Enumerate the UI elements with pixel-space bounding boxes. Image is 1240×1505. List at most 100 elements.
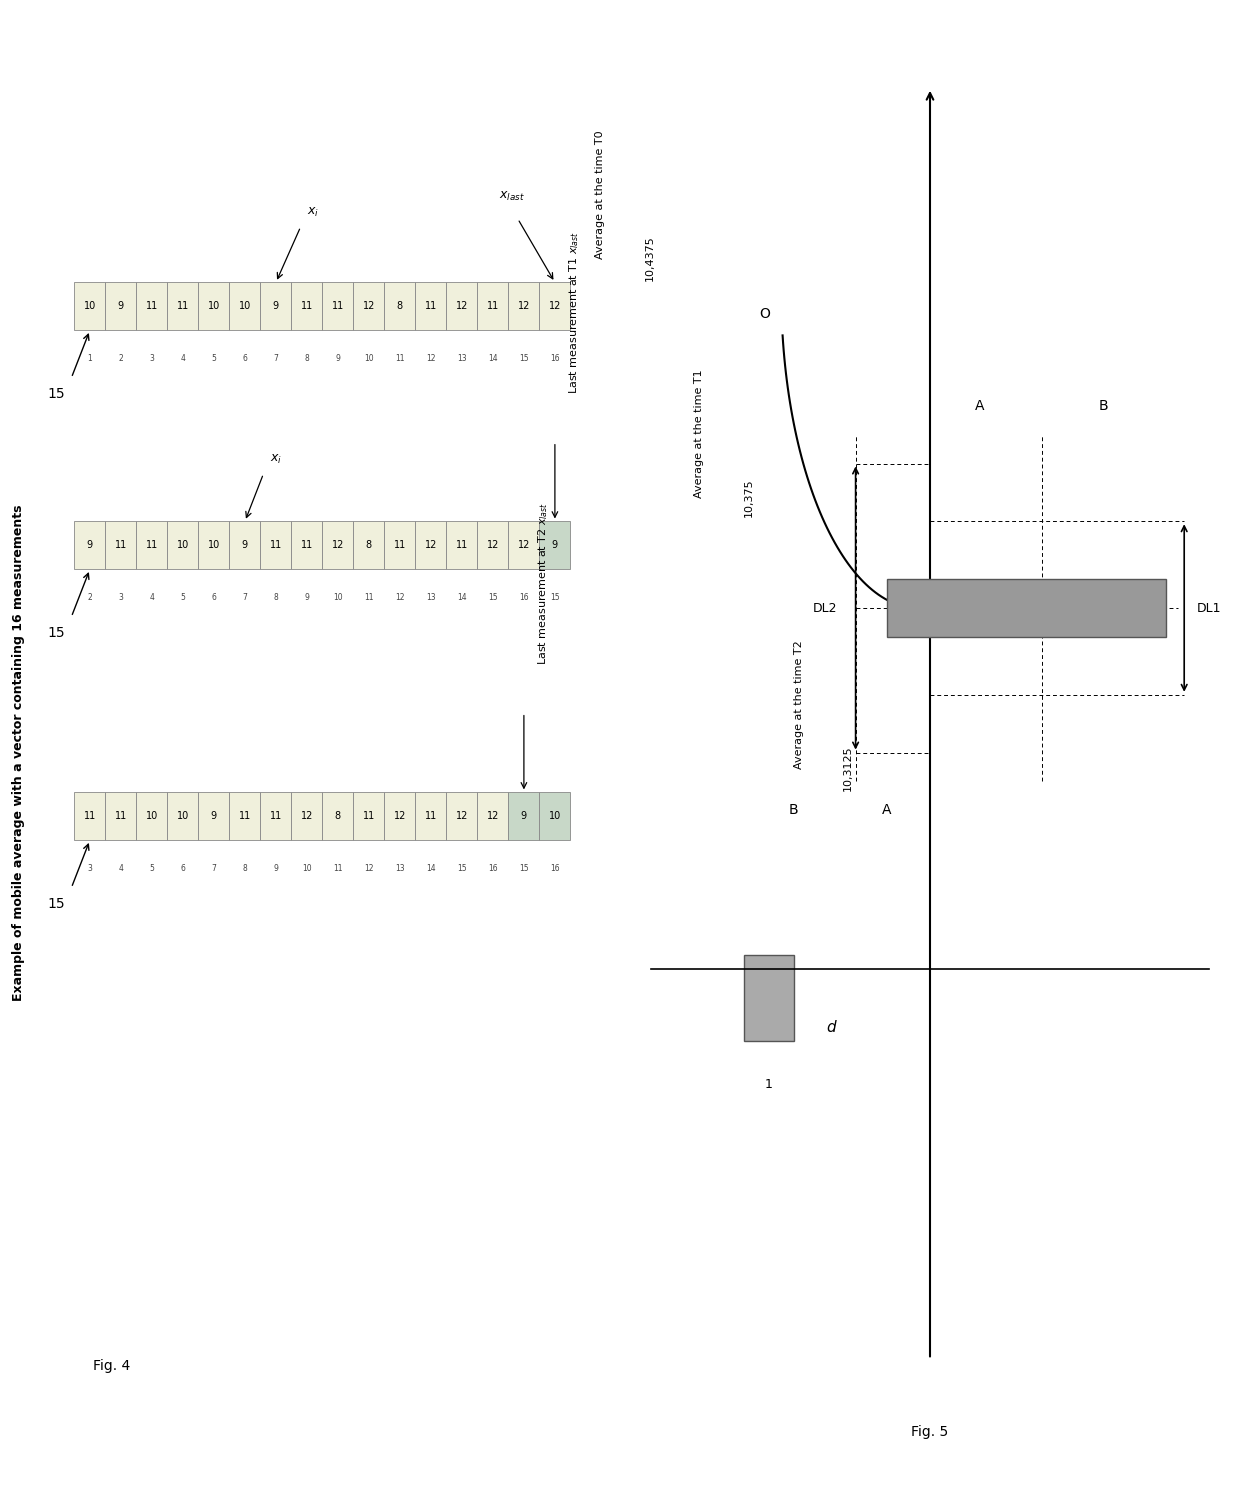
Text: A: A	[882, 804, 892, 817]
Bar	[477, 792, 508, 840]
Text: 11: 11	[115, 540, 126, 551]
Text: 1: 1	[88, 354, 92, 363]
Bar	[353, 792, 384, 840]
Text: 10: 10	[208, 540, 219, 551]
Text: 9: 9	[336, 354, 340, 363]
Text: Last measurement at T2 $x_{last}$: Last measurement at T2 $x_{last}$	[537, 501, 551, 665]
Text: 6: 6	[212, 593, 216, 602]
Text: 12: 12	[332, 540, 343, 551]
Text: 9: 9	[305, 593, 309, 602]
Text: 11: 11	[363, 811, 374, 822]
Text: 10,3125: 10,3125	[843, 745, 853, 792]
Text: 10: 10	[84, 301, 95, 312]
Text: 12: 12	[456, 301, 467, 312]
Bar	[446, 792, 477, 840]
Bar	[136, 283, 167, 330]
Text: 8: 8	[366, 540, 372, 551]
Text: 15: 15	[520, 354, 528, 363]
Text: 11: 11	[115, 811, 126, 822]
Text: 9: 9	[273, 301, 279, 312]
Text: 16: 16	[551, 354, 559, 363]
Bar	[74, 521, 105, 569]
Text: 8: 8	[243, 864, 247, 873]
Text: Example of mobile average with a vector containing 16 measurements: Example of mobile average with a vector …	[12, 504, 25, 1001]
Bar	[198, 792, 229, 840]
Text: 10: 10	[146, 811, 157, 822]
Text: 16: 16	[551, 864, 559, 873]
Text: 7: 7	[243, 593, 247, 602]
Bar	[415, 521, 446, 569]
Text: 13: 13	[427, 593, 435, 602]
Text: 5: 5	[181, 593, 185, 602]
Bar	[260, 283, 291, 330]
Bar	[477, 521, 508, 569]
Text: 9: 9	[211, 811, 217, 822]
Bar	[353, 521, 384, 569]
Bar	[291, 283, 322, 330]
Bar	[260, 792, 291, 840]
Bar	[744, 954, 794, 1041]
Bar	[229, 521, 260, 569]
Text: 10: 10	[303, 864, 311, 873]
Bar	[508, 792, 539, 840]
Text: 10: 10	[177, 811, 188, 822]
Text: 10: 10	[365, 354, 373, 363]
Text: 7: 7	[274, 354, 278, 363]
Text: 3: 3	[119, 593, 123, 602]
Text: 11: 11	[487, 301, 498, 312]
Text: 13: 13	[458, 354, 466, 363]
Bar	[446, 521, 477, 569]
Text: O: O	[759, 307, 770, 321]
Text: 15: 15	[551, 593, 559, 602]
Bar	[291, 521, 322, 569]
Text: 10: 10	[549, 811, 560, 822]
Bar	[260, 521, 291, 569]
Text: 15: 15	[47, 626, 64, 640]
Text: 5: 5	[150, 864, 154, 873]
Text: 12: 12	[518, 301, 529, 312]
Bar	[322, 521, 353, 569]
Text: 12: 12	[456, 811, 467, 822]
Bar	[74, 283, 105, 330]
Text: B: B	[789, 804, 799, 817]
Bar	[198, 283, 229, 330]
Text: 12: 12	[365, 864, 373, 873]
Text: 16: 16	[520, 593, 528, 602]
Bar	[322, 792, 353, 840]
Text: 7: 7	[212, 864, 216, 873]
Bar	[136, 792, 167, 840]
Text: 12: 12	[394, 811, 405, 822]
Text: 8: 8	[335, 811, 341, 822]
Text: 2: 2	[119, 354, 123, 363]
Text: 11: 11	[425, 811, 436, 822]
Text: Average at the time T0: Average at the time T0	[595, 131, 605, 259]
Text: $x_i$: $x_i$	[270, 453, 281, 465]
Bar	[508, 521, 539, 569]
Text: 14: 14	[427, 864, 435, 873]
Text: 11: 11	[425, 301, 436, 312]
Text: 9: 9	[274, 864, 278, 873]
Bar	[446, 283, 477, 330]
Bar	[384, 792, 415, 840]
Bar	[353, 283, 384, 330]
Text: DL2: DL2	[812, 602, 837, 614]
Bar	[887, 579, 1166, 637]
Text: 11: 11	[396, 354, 404, 363]
Bar	[74, 792, 105, 840]
Bar	[105, 792, 136, 840]
Text: 8: 8	[274, 593, 278, 602]
Text: 4: 4	[119, 864, 123, 873]
Text: 12: 12	[301, 811, 312, 822]
Text: 3: 3	[88, 864, 92, 873]
Bar	[539, 521, 570, 569]
Text: 13: 13	[396, 864, 404, 873]
Text: 11: 11	[146, 540, 157, 551]
Text: Average at the time T1: Average at the time T1	[694, 370, 704, 498]
Bar	[415, 792, 446, 840]
Text: 9: 9	[118, 301, 124, 312]
Text: 12: 12	[487, 540, 498, 551]
Text: 12: 12	[425, 540, 436, 551]
Text: 12: 12	[396, 593, 404, 602]
Text: 6: 6	[181, 864, 185, 873]
Text: 15: 15	[47, 387, 64, 400]
